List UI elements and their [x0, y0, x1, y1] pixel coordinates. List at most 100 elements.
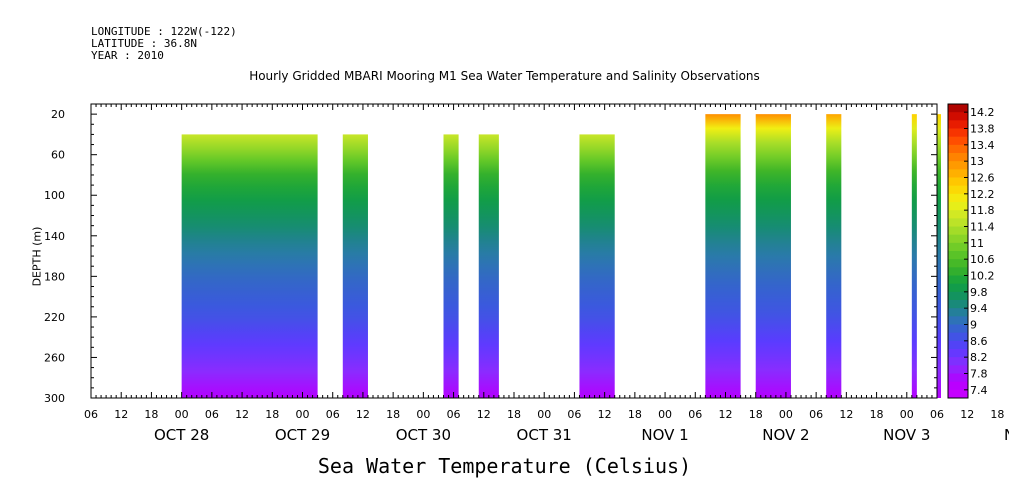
- colorbar-label: 13.8: [970, 123, 995, 136]
- colorbar-band: [948, 227, 968, 236]
- y-tick-label: 20: [51, 108, 65, 121]
- colorbar-band: [948, 251, 968, 260]
- colorbar-label: 7.8: [970, 368, 988, 381]
- data-segment: [756, 114, 791, 398]
- data-segment: [826, 114, 841, 398]
- y-tick-label: 140: [44, 230, 65, 243]
- colorbar-band: [948, 178, 968, 187]
- x-day-label: NOV 2: [762, 426, 809, 444]
- colorbar-label: 14.2: [970, 106, 995, 119]
- colorbar-band: [948, 333, 968, 342]
- colorbar-label: 11.8: [970, 204, 995, 217]
- x-tick-label: 00: [175, 408, 189, 421]
- colorbar-band: [948, 316, 968, 325]
- colorbar-label: 7.4: [970, 384, 988, 397]
- data-segment: [343, 134, 368, 398]
- colorbar-band: [948, 349, 968, 358]
- y-tick-label: 300: [44, 392, 65, 405]
- data-segment: [705, 114, 740, 398]
- colorbar-band: [948, 129, 968, 138]
- colorbar-label: 11: [970, 237, 984, 250]
- colorbar-band: [948, 210, 968, 219]
- x-day-label: OCT 30: [396, 426, 451, 444]
- colorbar-label: 8.6: [970, 335, 988, 348]
- data-segment: [579, 134, 614, 398]
- x-day-label: OCT 29: [275, 426, 330, 444]
- colorbar-band: [948, 276, 968, 285]
- x-day-label: OCT 31: [517, 426, 572, 444]
- x-tick-label: 06: [205, 408, 219, 421]
- colorbar-label: 13: [970, 155, 984, 168]
- x-tick-label: 12: [235, 408, 249, 421]
- colorbar-band: [948, 186, 968, 195]
- colorbar-label: 11.4: [970, 221, 995, 234]
- colorbar-band: [948, 267, 968, 276]
- x-tick-label: 18: [144, 408, 158, 421]
- x-tick-label: 18: [628, 408, 642, 421]
- x-day-label: OCT 28: [154, 426, 209, 444]
- x-tick-label: 06: [809, 408, 823, 421]
- colorbar-band: [948, 365, 968, 374]
- x-tick-label: 06: [930, 408, 944, 421]
- colorbar-band: [948, 169, 968, 178]
- colorbar-band: [948, 357, 968, 366]
- colorbar-label: 9.4: [970, 302, 988, 315]
- x-tick-label: 18: [386, 408, 400, 421]
- colorbar-label: 10.6: [970, 253, 995, 266]
- colorbar-band: [948, 325, 968, 334]
- x-tick-label: 18: [870, 408, 884, 421]
- colorbar-band: [948, 120, 968, 129]
- x-day-label: NOV 4: [1004, 426, 1009, 444]
- x-tick-label: 12: [477, 408, 491, 421]
- colorbar-label: 12.6: [970, 172, 995, 185]
- x-tick-label: 00: [537, 408, 551, 421]
- colorbar-band: [948, 112, 968, 121]
- data-segment: [182, 134, 318, 398]
- colorbar-label: 12.2: [970, 188, 995, 201]
- colorbar-band: [948, 341, 968, 350]
- colorbar-band: [948, 390, 968, 399]
- colorbar-label: 8.2: [970, 351, 988, 364]
- colorbar-band: [948, 300, 968, 309]
- colorbar-band: [948, 202, 968, 211]
- x-tick-label: 00: [416, 408, 430, 421]
- colorbar-label: 9: [970, 319, 977, 332]
- y-tick-label: 260: [44, 351, 65, 364]
- colorbar-band: [948, 243, 968, 252]
- colorbar-band: [948, 104, 968, 113]
- x-tick-label: 06: [567, 408, 581, 421]
- data-segment: [912, 114, 917, 398]
- x-tick-label: 06: [84, 408, 98, 421]
- x-tick-label: 12: [839, 408, 853, 421]
- x-tick-label: 18: [507, 408, 521, 421]
- colorbar-band: [948, 137, 968, 146]
- x-tick-label: 00: [296, 408, 310, 421]
- colorbar-label: 10.2: [970, 270, 995, 283]
- y-tick-label: 220: [44, 311, 65, 324]
- colorbar-band: [948, 194, 968, 203]
- x-tick-label: 00: [900, 408, 914, 421]
- x-tick-label: 12: [960, 408, 974, 421]
- x-day-label: NOV 3: [883, 426, 930, 444]
- x-tick-label: 18: [265, 408, 279, 421]
- y-tick-label: 100: [44, 189, 65, 202]
- x-tick-label: 00: [658, 408, 672, 421]
- colorbar-band: [948, 259, 968, 268]
- y-tick-label: 180: [44, 270, 65, 283]
- x-tick-label: 12: [719, 408, 733, 421]
- data-segment: [937, 114, 941, 398]
- x-tick-label: 06: [326, 408, 340, 421]
- colorbar-band: [948, 218, 968, 227]
- colorbar-label: 9.8: [970, 286, 988, 299]
- y-tick-label: 60: [51, 149, 65, 162]
- colorbar-band: [948, 145, 968, 154]
- colorbar-band: [948, 308, 968, 317]
- colorbar-band: [948, 374, 968, 383]
- colorbar-band: [948, 284, 968, 293]
- colorbar-band: [948, 161, 968, 170]
- data-segment: [479, 134, 499, 398]
- x-tick-label: 12: [598, 408, 612, 421]
- data-segment: [444, 134, 459, 398]
- x-tick-label: 00: [779, 408, 793, 421]
